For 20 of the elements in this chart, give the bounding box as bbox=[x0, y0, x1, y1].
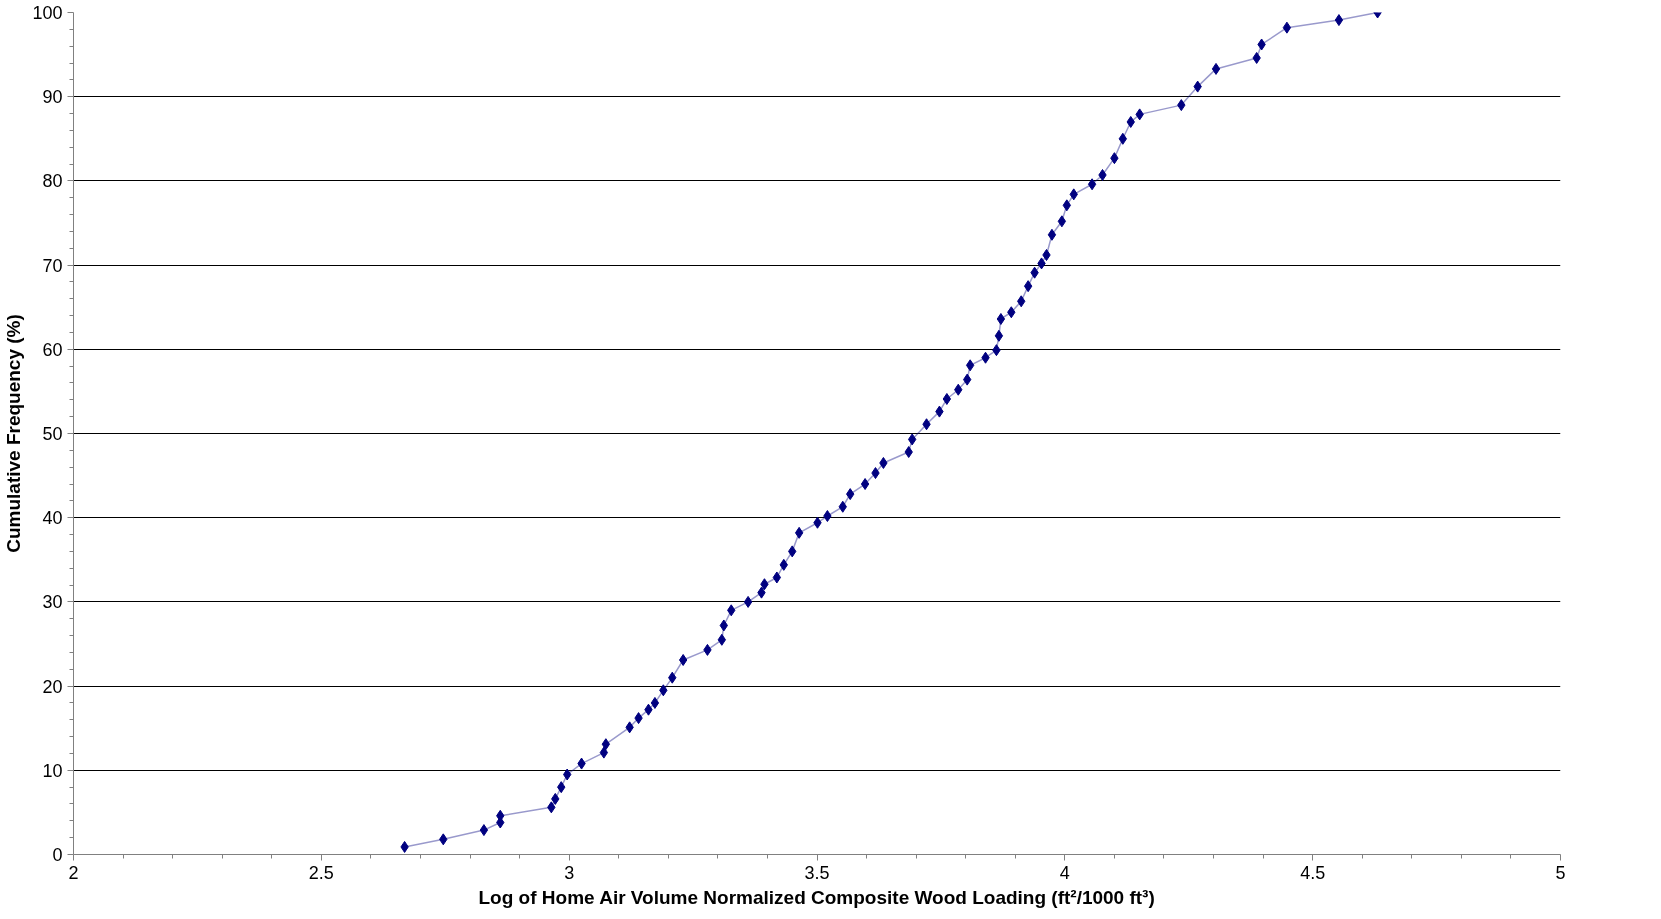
y-tick-label: 40 bbox=[42, 508, 63, 529]
x-tick-label: 3 bbox=[564, 862, 575, 883]
x-tick-label: 5 bbox=[1555, 862, 1566, 883]
x-tick-label: 4 bbox=[1059, 862, 1070, 883]
y-axis-title: Cumulative Frequency (%) bbox=[3, 314, 25, 553]
y-tick-label: 70 bbox=[42, 255, 63, 276]
x-axis-title: Log of Home Air Volume Normalized Composite Wood Loading (ft²/1000 ft³) bbox=[478, 886, 1155, 908]
y-tick-label: 60 bbox=[42, 339, 63, 360]
x-tick-label: 3.5 bbox=[804, 862, 830, 883]
x-tick-label: 4.5 bbox=[1300, 862, 1326, 883]
y-tick-label: 20 bbox=[42, 676, 63, 697]
y-tick-label: 80 bbox=[42, 171, 63, 192]
y-tick-label: 100 bbox=[32, 3, 63, 23]
y-tick-label: 30 bbox=[42, 592, 63, 613]
y-tick-label: 0 bbox=[52, 845, 63, 865]
y-tick-label: 10 bbox=[42, 760, 63, 781]
y-tick-label: 90 bbox=[42, 87, 63, 108]
x-tick-label: 2.5 bbox=[308, 862, 334, 883]
y-tick-label: 50 bbox=[42, 424, 63, 444]
x-tick-label: 2 bbox=[68, 862, 79, 883]
